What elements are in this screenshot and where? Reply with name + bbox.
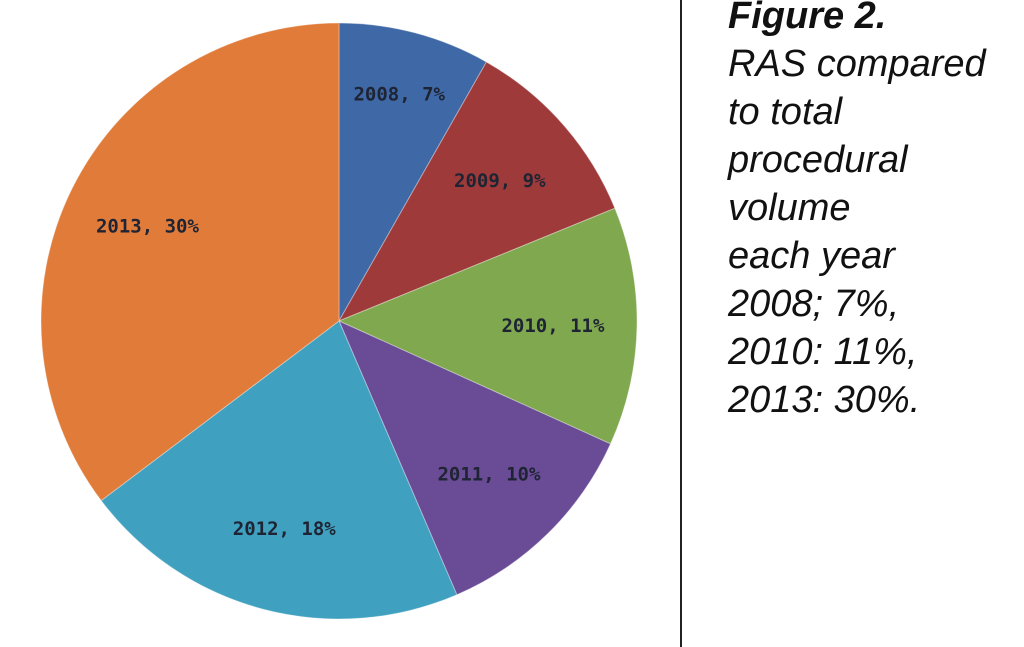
pie-chart: 2008, 7% 2009, 9% 2010, 11% 2011, 10% 2012, … bbox=[40, 22, 638, 620]
pie-label-2012: 2012, 18% bbox=[233, 518, 337, 540]
pie-slice-2009 bbox=[337, 61, 616, 323]
pie-slice-2013 bbox=[40, 22, 340, 502]
pie-chart-svg: 2008, 7% 2009, 9% 2010, 11% 2011, 10% 2012, … bbox=[40, 22, 638, 620]
pie-slice-2011 bbox=[338, 320, 612, 596]
pie-slice-2012 bbox=[100, 320, 458, 620]
pie-slices bbox=[40, 22, 638, 620]
caption-title: Figure 2. bbox=[728, 0, 887, 37]
figure-caption: Figure 2. RAS compared to total procedur… bbox=[728, 0, 1018, 424]
pie-label-2008: 2008, 7% bbox=[353, 83, 445, 105]
pie-labels: 2008, 7% 2009, 9% 2010, 11% 2011, 10% 2012, … bbox=[96, 83, 605, 539]
pie-label-2009: 2009, 9% bbox=[454, 170, 546, 192]
caption-divider bbox=[680, 0, 682, 647]
pie-label-2010: 2010, 11% bbox=[501, 315, 605, 337]
pie-slice-2008 bbox=[338, 22, 488, 323]
pie-label-2013: 2013, 30% bbox=[96, 216, 200, 238]
caption-body: RAS compared to total procedural volume … bbox=[728, 43, 986, 421]
pie-label-2011: 2011, 10% bbox=[437, 464, 541, 486]
pie-slice-2010 bbox=[337, 207, 638, 445]
